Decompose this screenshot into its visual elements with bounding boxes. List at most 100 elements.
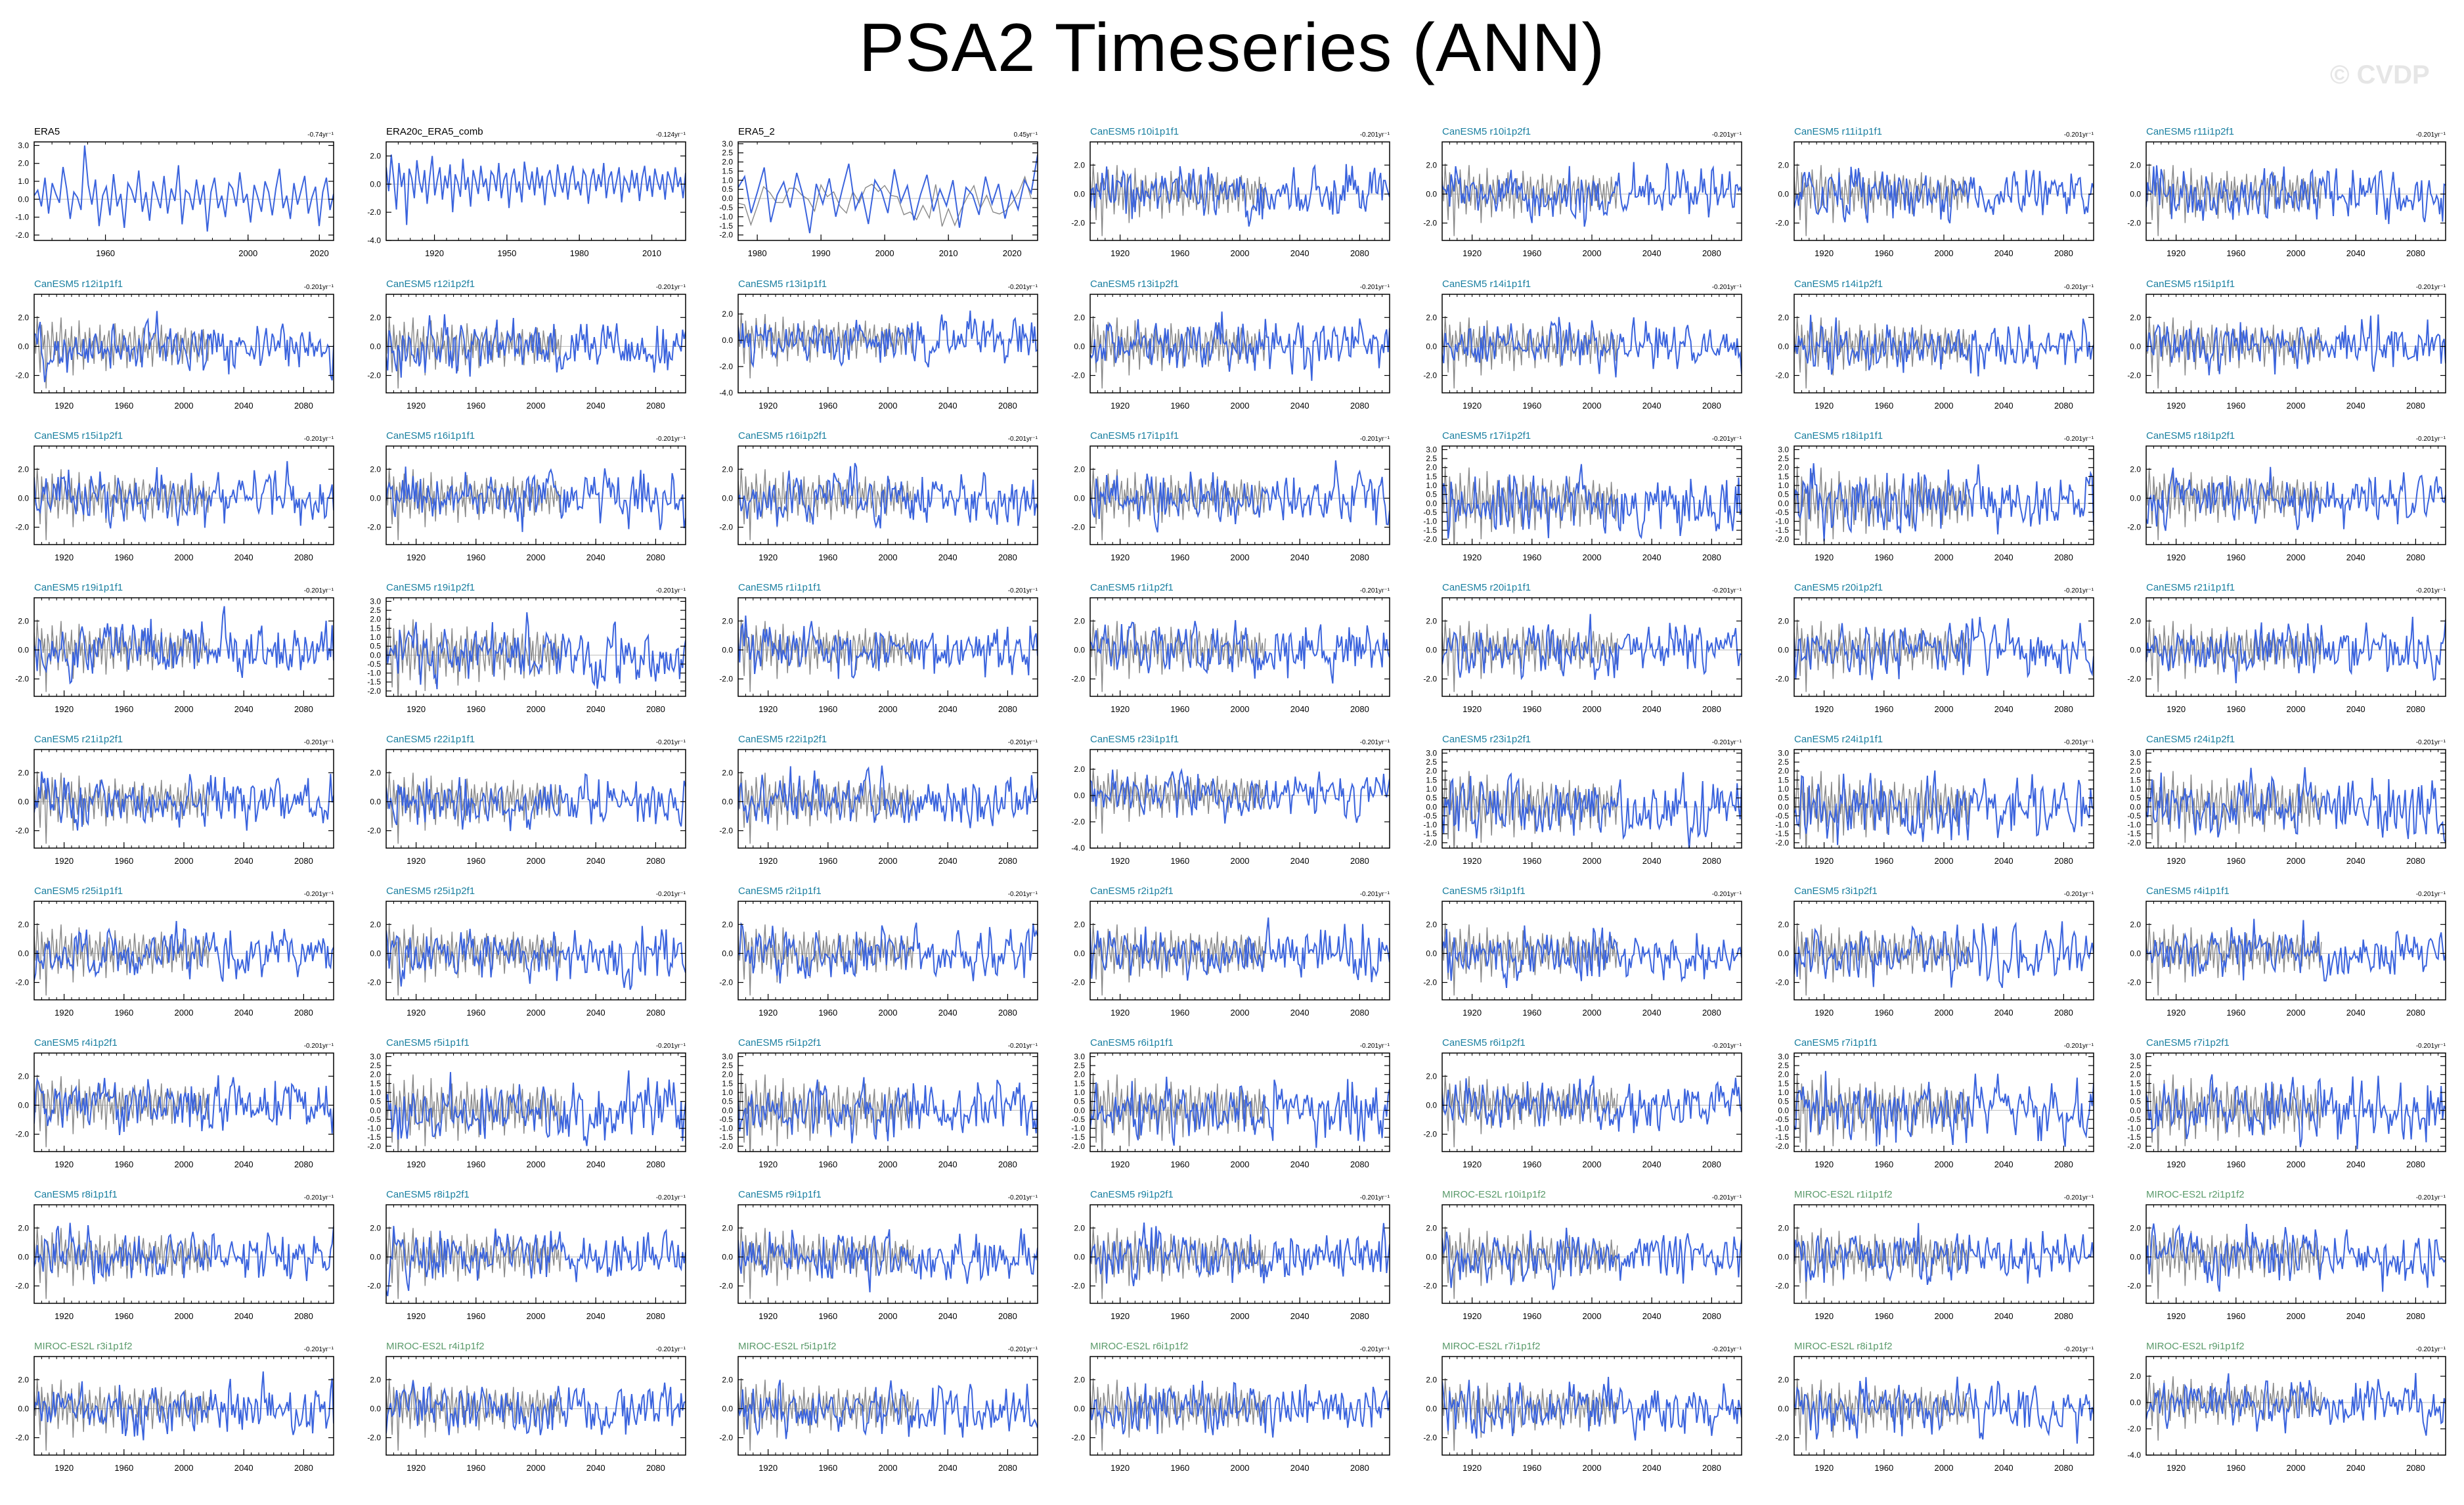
x-tick-label: 2000 <box>175 1159 194 1169</box>
y-tick-label: 0.0 <box>18 645 29 654</box>
panel-trend-label: -0.201yr⁻¹ <box>2063 891 2094 898</box>
panel-plot: 1920 1960 2000 2040 2080 -2.0 0.0 2.0 <box>1071 901 1390 1018</box>
x-tick-label: 1960 <box>1522 248 1541 258</box>
x-tick-label: 1960 <box>466 856 485 866</box>
obs-series-line <box>386 771 562 844</box>
y-tick-label: 1.0 <box>18 177 29 186</box>
x-tick-label: 2080 <box>2054 401 2073 411</box>
panel-trend-label: 0.45yr⁻¹ <box>1013 131 1038 139</box>
x-tick-label: 2080 <box>646 704 665 714</box>
series-line <box>738 765 1038 828</box>
y-tick-label: -1.0 <box>1775 517 1789 526</box>
panel-trend-label: -0.124yr⁻¹ <box>655 131 686 139</box>
x-tick-label: 1920 <box>759 552 778 562</box>
x-tick-label: 2000 <box>1935 248 1954 258</box>
x-tick-label: 2080 <box>2406 856 2425 866</box>
x-tick-label: 2040 <box>938 1008 957 1018</box>
panel-plot: 1920 1960 2000 2040 2080 -2.0 0.0 2.0 <box>719 597 1038 714</box>
timeseries-panel: 1920 1960 2000 2040 2080 -2.0 -1.5 -1.0 -0.5 0.0 0… <box>2112 734 2460 882</box>
y-tick-label: 3.0 <box>722 1052 733 1061</box>
timeseries-panel: 1920 1960 2000 2040 2080 -2.0 0.0 2.0 CanESM5 r4… <box>0 1037 348 1185</box>
series-line <box>34 145 334 232</box>
x-tick-label: 1960 <box>818 1159 837 1169</box>
panel-title: CanESM5 r16i1p1f1 <box>386 430 475 441</box>
y-tick-label: 2.0 <box>18 616 29 625</box>
y-tick-label: 2.0 <box>2130 313 2141 322</box>
series-line <box>1442 925 1742 989</box>
y-tick-label: -2.0 <box>719 978 733 987</box>
y-tick-label: 0.5 <box>1778 490 1789 499</box>
x-tick-label: 1920 <box>759 856 778 866</box>
y-tick-label: 2.0 <box>370 313 381 322</box>
y-tick-label: 0.0 <box>2130 189 2141 198</box>
panel-plot: 1920 1960 2000 2040 2080 -2.0 0.0 2.0 <box>2127 597 2446 714</box>
x-tick-label: 1960 <box>114 1008 133 1018</box>
y-tick-label: -2.0 <box>719 826 733 836</box>
y-tick-label: 2.0 <box>1426 463 1437 472</box>
panel-plot: 1920 1960 2000 2040 2080 -2.0 0.0 2.0 <box>15 445 334 562</box>
obs-series-line <box>1794 619 1970 692</box>
panel-plot: 1920 1960 2000 2040 2080 -2.0 0.0 2.0 <box>2127 141 2446 258</box>
x-tick-label: 1920 <box>759 401 778 411</box>
series-line <box>738 1077 1038 1144</box>
series-line <box>34 460 334 529</box>
y-tick-label: 0.0 <box>370 342 381 351</box>
y-tick-label: -2.0 <box>1775 675 1789 684</box>
y-tick-label: 1.5 <box>722 1079 733 1088</box>
y-tick-label: -2.0 <box>1423 978 1437 987</box>
x-tick-label: 2040 <box>938 704 957 714</box>
series-line <box>1090 917 1390 983</box>
x-tick-label: 1920 <box>1463 856 1482 866</box>
x-tick-label: 2040 <box>938 856 957 866</box>
timeseries-panel: 1980 1990 2000 2010 2020 -2.0 -1.5 -1.0 -0.5 0.0 0… <box>704 126 1052 274</box>
series-line <box>1794 463 2094 542</box>
y-tick-label: 3.0 <box>722 139 733 148</box>
timeseries-panel: 1920 1960 2000 2040 2080 -2.0 0.0 2.0 CanESM5 r2… <box>1760 582 2108 730</box>
y-tick-label: 0.0 <box>1074 342 1085 351</box>
y-tick-label: -1.5 <box>719 221 733 231</box>
y-tick-label: 0.5 <box>1426 794 1437 803</box>
timeseries-panel: 1920 1960 2000 2040 2080 -2.0 -1.5 -1.0 -0.5 0.0 0… <box>1760 734 2108 882</box>
timeseries-panel: 1920 1960 2000 2040 2080 -2.0 -1.5 -1.0 -0.5 0.0 0… <box>352 1037 700 1185</box>
x-tick-label: 2080 <box>2406 401 2425 411</box>
y-tick-label: 1.0 <box>1426 784 1437 794</box>
timeseries-panel: 1920 1960 2000 2040 2080 -2.0 0.0 2.0 CanESM5 r1… <box>352 430 700 578</box>
y-tick-label: 0.5 <box>722 1097 733 1106</box>
timeseries-panel: 1920 1960 2000 2040 2080 -2.0 0.0 2.0 CanESM5 r1… <box>1056 126 1404 274</box>
x-tick-label: 2000 <box>1231 704 1250 714</box>
x-tick-label: 2080 <box>2054 1008 2073 1018</box>
y-tick-label: 0.0 <box>1426 499 1437 508</box>
y-tick-label: -1.0 <box>1423 517 1437 526</box>
panel-title: CanESM5 r19i1p1f1 <box>34 582 123 593</box>
x-tick-label: 2000 <box>2287 1008 2306 1018</box>
y-tick-label: 2.0 <box>722 464 733 474</box>
panel-trend-label: -0.201yr⁻¹ <box>2415 587 2446 595</box>
panel-plot: 1920 1960 2000 2040 2080 -2.0 0.0 2.0 <box>1071 445 1390 562</box>
series-line <box>34 606 334 685</box>
y-tick-label: 0.0 <box>1074 189 1085 198</box>
panel-plot: 1920 1960 2000 2040 2080 -4.0 -2.0 0.0 2.0 <box>1071 749 1390 866</box>
series-line <box>386 773 686 832</box>
series-line <box>1794 921 2094 989</box>
x-tick-label: 1920 <box>407 552 426 562</box>
y-tick-label: -2.0 <box>2127 838 2141 847</box>
y-tick-label: 1.5 <box>722 166 733 175</box>
panel-title: CanESM5 r1i1p1f1 <box>738 582 822 593</box>
timeseries-panel: 1920 1960 2000 2040 2080 -2.0 0.0 2.0 CanESM5 r3… <box>1408 886 1756 1033</box>
x-tick-label: 1960 <box>114 552 133 562</box>
y-tick-label: -2.0 <box>1423 838 1437 847</box>
x-tick-label: 2000 <box>1231 1008 1250 1018</box>
x-tick-label: 1920 <box>2167 704 2186 714</box>
x-tick-label: 1960 <box>1170 401 1189 411</box>
timeseries-panel: 1920 1960 2000 2040 2080 -2.0 -1.5 -1.0 -0.5 0.0 0… <box>704 1037 1052 1185</box>
panel-trend-label: -0.201yr⁻¹ <box>1359 284 1390 291</box>
x-tick-label: 2080 <box>646 1159 665 1169</box>
y-tick-label: -2.0 <box>15 978 29 987</box>
x-tick-label: 1920 <box>55 1008 74 1018</box>
y-tick-label: 2.0 <box>722 309 733 319</box>
y-tick-label: -2.0 <box>15 675 29 684</box>
x-tick-label: 1960 <box>1874 552 1893 562</box>
x-tick-label: 2040 <box>1290 552 1309 562</box>
axes-frame <box>1089 749 1390 849</box>
